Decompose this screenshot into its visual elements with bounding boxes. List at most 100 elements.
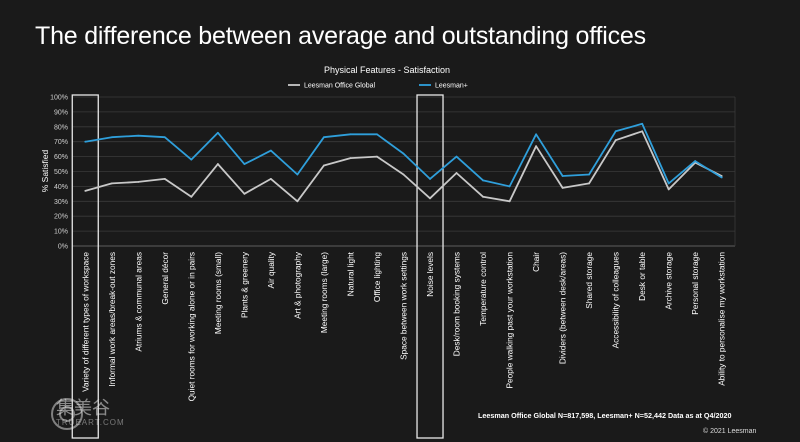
x-axis-ticks: Variety of different types of workspace I…	[80, 251, 726, 401]
x-tick-label: Air quality	[266, 251, 276, 288]
x-tick-label: Temperature control	[478, 252, 488, 326]
x-tick-label: Ability to personalise my workstation	[717, 252, 727, 386]
x-tick-label: Natural light	[346, 251, 356, 296]
x-tick-label: General décor	[160, 252, 170, 305]
y-axis-ticks: 0% 10% 20% 30% 40% 50% 60% 70% 80% 90% 100%	[50, 95, 68, 251]
x-tick-label: Space between work settings	[399, 252, 409, 360]
x-tick-label: Variety of different types of workspace	[80, 252, 90, 392]
x-tick-label: Chair	[531, 252, 541, 272]
x-tick-label: Meeting rooms (large)	[319, 252, 329, 333]
data-point	[110, 136, 113, 139]
data-point	[216, 131, 219, 134]
y-axis-label: % Satisfied	[40, 149, 50, 192]
data-point	[561, 175, 564, 177]
y-tick-label: 80%	[54, 124, 68, 131]
y-tick-label: 50%	[54, 169, 68, 176]
data-point	[84, 140, 87, 143]
chart-title: Physical Features - Satisfaction	[324, 65, 450, 75]
data-point	[588, 173, 591, 176]
data-point	[323, 136, 325, 139]
data-point	[588, 182, 591, 185]
x-tick-label: Personal storage	[690, 252, 700, 315]
data-point	[694, 160, 697, 162]
legend-label: Leesman Office Global	[304, 83, 376, 90]
data-point	[429, 178, 431, 180]
data-point	[137, 181, 140, 183]
x-tick-label: People walking past your workstation	[505, 252, 515, 389]
data-point	[402, 152, 405, 155]
data-point	[402, 173, 405, 176]
data-point	[455, 155, 458, 158]
data-point	[614, 139, 617, 142]
data-point	[270, 149, 272, 152]
data-point	[561, 186, 564, 189]
data-point	[482, 179, 484, 182]
y-tick-label: 60%	[54, 154, 68, 161]
data-point	[720, 176, 723, 179]
legend-label: Leesman+	[435, 83, 468, 90]
y-tick-label: 90%	[54, 109, 68, 116]
highlight-boxes	[71, 94, 444, 439]
y-tick-label: 70%	[54, 139, 68, 146]
x-tick-label: Atriums & communal areas	[133, 252, 143, 352]
x-tick-label: Quiet rooms for working alone or in pair…	[186, 252, 196, 401]
legend: Leesman Office Global Leesman+	[288, 83, 468, 90]
series-line	[85, 122, 723, 188]
data-point	[641, 122, 644, 125]
data-point	[667, 188, 670, 191]
x-tick-label: Noise levels	[425, 252, 435, 297]
data-point	[163, 136, 166, 139]
data-point	[614, 130, 617, 133]
data-point	[243, 192, 246, 195]
y-tick-label: 40%	[54, 184, 68, 191]
data-point	[216, 163, 219, 165]
x-tick-label: Meeting rooms (small)	[213, 252, 223, 334]
x-tick-label: Desk or table	[637, 252, 647, 301]
data-point	[163, 178, 166, 180]
x-tick-label: Accessibility of colleagues	[611, 252, 621, 348]
x-tick-label: Archive storage	[664, 252, 674, 310]
data-point	[376, 155, 378, 158]
data-point	[508, 200, 511, 203]
watermark-subtext: TRUEART.COM	[56, 418, 125, 427]
highlight-box	[71, 94, 99, 439]
data-point	[296, 200, 299, 203]
x-tick-label: Plants & greenery	[239, 251, 249, 318]
y-tick-label: 0%	[58, 244, 68, 251]
data-point	[190, 158, 193, 161]
data-point	[137, 134, 140, 137]
data-point	[349, 133, 352, 136]
x-tick-label: Shared storage	[584, 252, 594, 309]
data-point	[349, 157, 352, 159]
data-point	[482, 195, 484, 198]
y-tick-label: 30%	[54, 199, 68, 206]
data-point	[270, 178, 272, 180]
watermark-text: 集美谷	[56, 398, 110, 419]
series-lines	[84, 122, 723, 203]
data-point	[535, 133, 537, 136]
watermark-logo-icon	[51, 398, 83, 430]
x-tick-label: Dividers (between desk/areas)	[558, 252, 568, 364]
data-point	[535, 145, 537, 148]
data-point	[84, 189, 87, 192]
data-point	[296, 173, 299, 176]
data-point	[667, 182, 670, 185]
data-point	[190, 195, 193, 198]
data-point	[243, 163, 246, 165]
page-title: The difference between average and outst…	[35, 22, 646, 50]
gridlines	[72, 96, 736, 247]
x-tick-label: Office lighting	[372, 252, 382, 303]
x-tick-label: Informal work areas/break-out zones	[107, 252, 117, 387]
data-point	[508, 185, 511, 188]
data-point	[323, 164, 325, 167]
footnote: Leesman Office Global N=817,598, Leesman…	[478, 411, 732, 420]
data-point	[429, 197, 431, 200]
copyright: © 2021 Leesman	[703, 428, 757, 435]
y-tick-label: 10%	[54, 229, 68, 236]
x-tick-label: Desk/room booking systems	[452, 252, 462, 356]
data-point	[641, 130, 644, 133]
y-tick-label: 20%	[54, 214, 68, 221]
x-tick-label: Art & photography	[292, 251, 302, 319]
data-point	[376, 133, 378, 136]
